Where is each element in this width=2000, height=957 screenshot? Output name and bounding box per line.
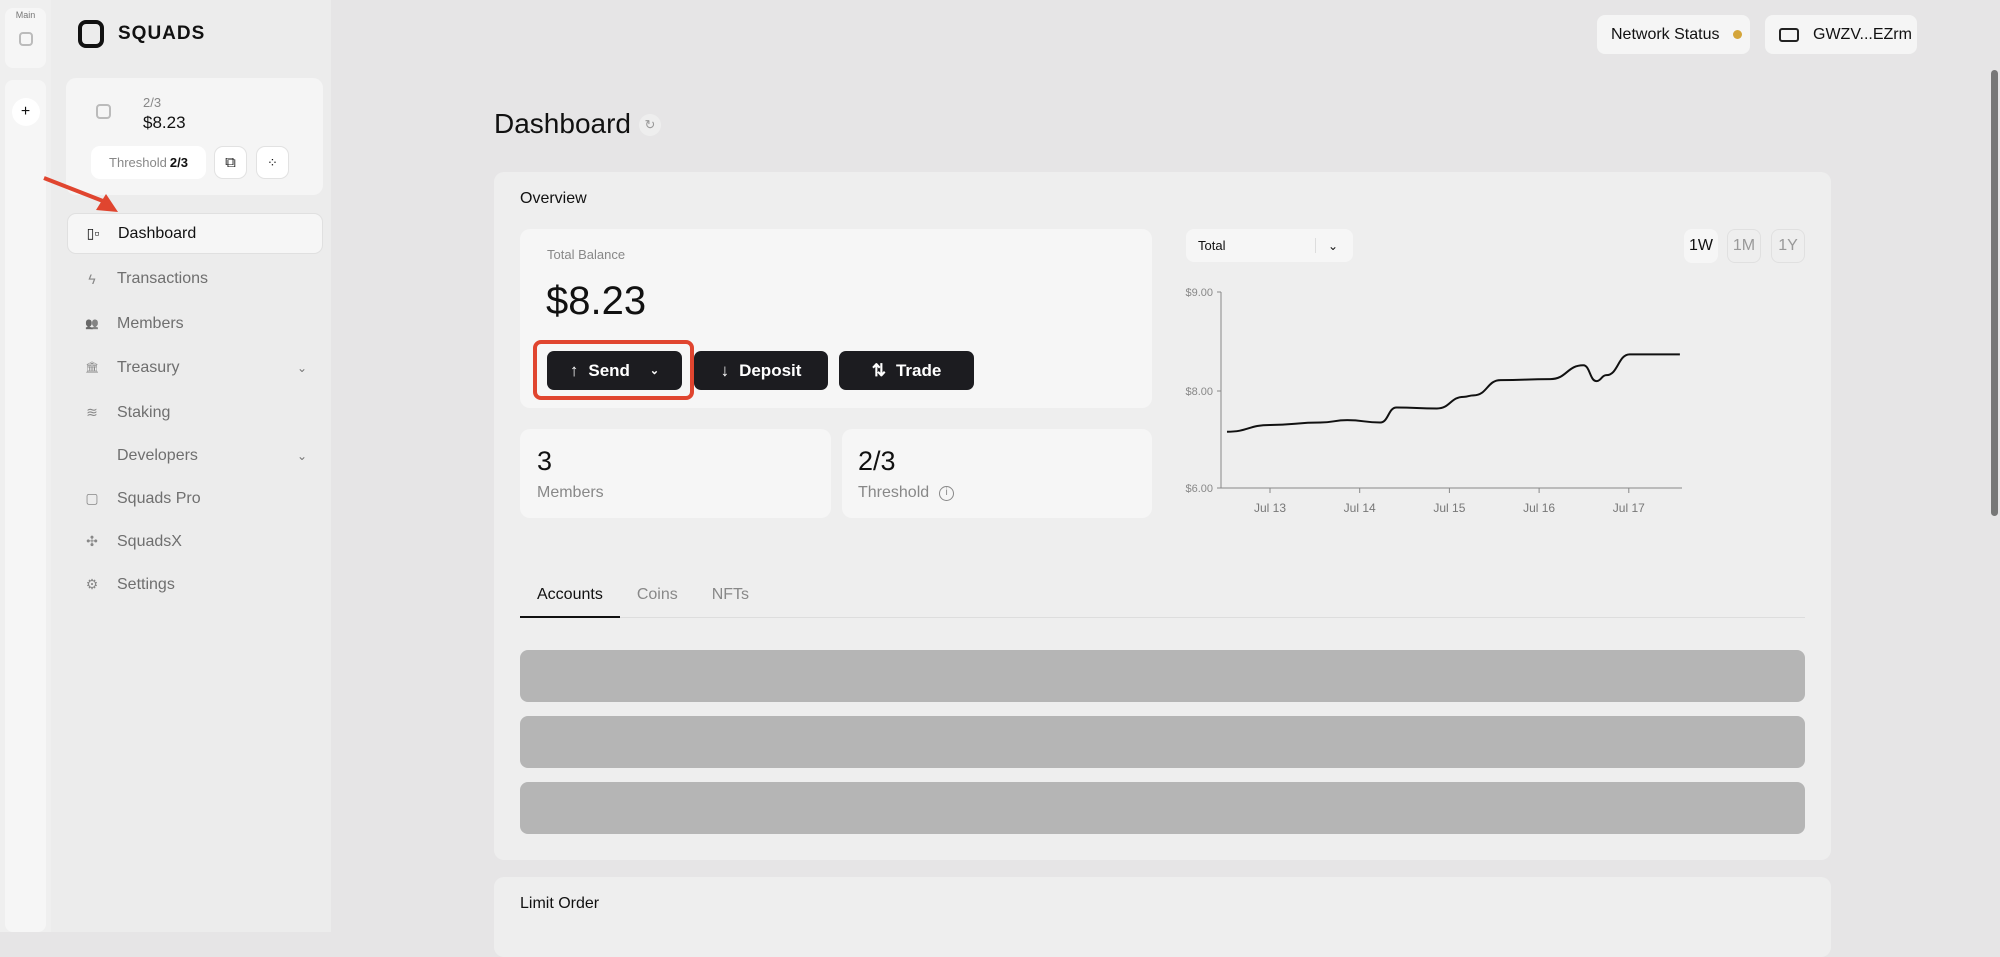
skeleton-row <box>520 782 1805 834</box>
chevron-down-icon[interactable]: ⌄ <box>297 449 307 463</box>
limit-order-panel: Limit Order <box>494 877 1831 957</box>
send-button[interactable]: ↑Send⌄ <box>547 351 682 390</box>
chevron-down-icon: ⌄ <box>1328 239 1338 253</box>
account-balance: $8.23 <box>143 113 186 133</box>
copy-icon[interactable]: ⧉ <box>214 146 247 179</box>
x-tick-label: Jul 17 <box>1613 501 1645 515</box>
arrow-down-icon: ↓ <box>721 361 730 381</box>
squads-icon: ▢ <box>67 490 117 507</box>
x-tick-label: Jul 14 <box>1344 501 1376 515</box>
y-tick-label: $9.00 <box>1185 287 1213 299</box>
timeframe-1w[interactable]: 1W <box>1684 229 1718 263</box>
sidebar-item-staking[interactable]: ≋Staking <box>67 392 323 433</box>
scrollbar[interactable] <box>1991 70 1998 516</box>
status-dot-icon <box>1733 30 1742 39</box>
add-squad-button[interactable]: + <box>12 98 40 126</box>
tab-coins[interactable]: Coins <box>620 578 695 617</box>
dashboard-icon: ▯▫ <box>68 225 118 242</box>
arrow-up-icon: ↑ <box>570 361 579 381</box>
x-tick-label: Jul 16 <box>1523 501 1555 515</box>
skeleton-row <box>520 716 1805 768</box>
network-status-button[interactable]: Network Status <box>1597 15 1750 54</box>
bank-icon: 🏛 <box>67 361 117 374</box>
members-card[interactable]: 3 Members <box>520 429 831 518</box>
qr-code-icon[interactable]: ⁘ <box>256 146 289 179</box>
y-tick-label: $8.00 <box>1185 386 1213 398</box>
left-rail: Main + <box>0 0 51 932</box>
limit-order-title: Limit Order <box>520 895 599 913</box>
sidebar-item-squads-pro[interactable]: ▢Squads Pro <box>67 478 323 519</box>
x-tick-label: Jul 13 <box>1254 501 1286 515</box>
users-icon: 👥 <box>67 317 117 330</box>
sidebar-item-developers[interactable]: Developers⌄ <box>67 435 323 476</box>
series-line <box>1227 354 1680 431</box>
wallet-card-icon <box>1779 28 1799 42</box>
annotation-arrow <box>40 170 130 220</box>
sidebar-item-members[interactable]: 👥Members <box>67 303 323 344</box>
squad-avatar-icon <box>96 104 111 119</box>
gear-icon: ⚙ <box>67 576 117 593</box>
skeleton-row <box>520 650 1805 702</box>
x-tick-label: Jul 15 <box>1433 501 1465 515</box>
timeframe-1m[interactable]: 1M <box>1727 229 1761 263</box>
puzzle-icon: ✣ <box>67 533 117 550</box>
main-label: Main <box>5 10 46 20</box>
info-icon[interactable]: i <box>939 486 954 501</box>
chevron-down-icon[interactable]: ⌄ <box>297 361 307 375</box>
overview-title: Overview <box>520 190 587 208</box>
refresh-icon[interactable]: ↻ <box>639 114 661 136</box>
tab-accounts[interactable]: Accounts <box>520 578 620 618</box>
chart-series-select[interactable]: Total ⌄ <box>1186 229 1353 262</box>
sidebar-item-settings[interactable]: ⚙Settings <box>67 564 323 605</box>
swap-icon: ⇅ <box>872 361 886 381</box>
tab-nfts[interactable]: NFTs <box>695 578 766 617</box>
chevron-down-icon[interactable]: ⌄ <box>650 364 659 377</box>
sidebar-item-treasury[interactable]: 🏛Treasury⌄ <box>67 347 323 388</box>
page-title: Dashboard <box>494 108 631 140</box>
squads-icon <box>19 32 33 46</box>
total-balance: $8.23 <box>546 279 646 324</box>
logo: SQUADS <box>78 20 205 48</box>
balance-chart: $6.00 $8.00 $9.00 Jul 13 Jul 14 Jul 15 Jul 16 J… <box>1180 270 1820 530</box>
squads-logo-icon <box>78 20 104 48</box>
main-squad-switcher[interactable]: Main <box>5 8 46 68</box>
layers-icon: ≋ <box>67 404 117 421</box>
sidebar-item-squadsx[interactable]: ✣SquadsX <box>67 521 323 562</box>
trade-button[interactable]: ⇅Trade <box>839 351 974 390</box>
wallet-button[interactable]: GWZV...EZrm <box>1765 15 1917 54</box>
timeframe-1y[interactable]: 1Y <box>1771 229 1805 263</box>
lightning-icon: ϟ <box>67 271 117 287</box>
deposit-button[interactable]: ↓Deposit <box>694 351 828 390</box>
y-tick-label: $6.00 <box>1185 483 1213 495</box>
